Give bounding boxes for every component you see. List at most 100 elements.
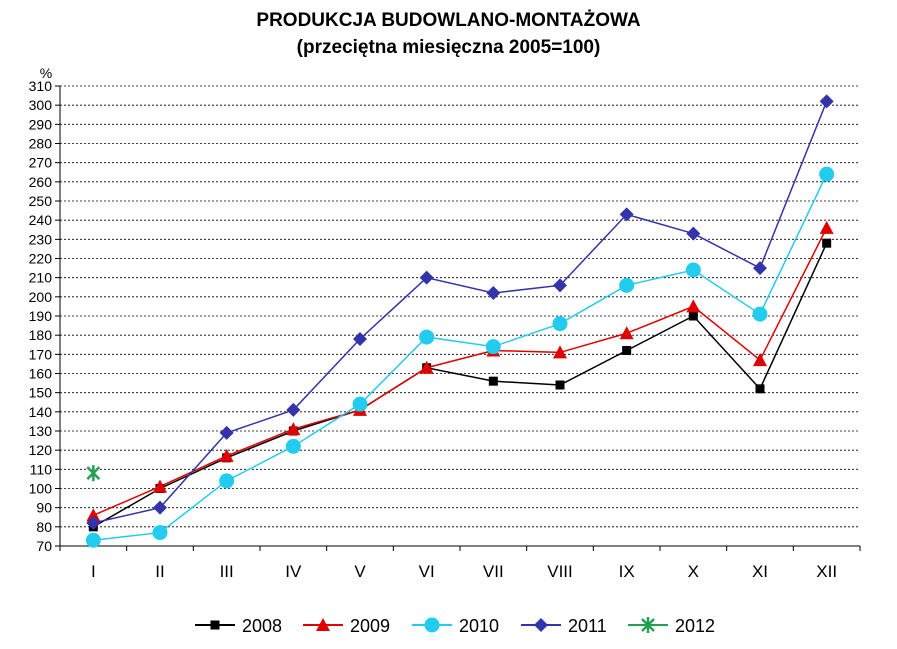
series-2010-point bbox=[819, 166, 835, 182]
legend-item-2010: 2010 bbox=[412, 616, 499, 636]
y-tick-label: 160 bbox=[29, 366, 53, 382]
y-tick-label: 100 bbox=[29, 481, 53, 497]
y-tick-label: 90 bbox=[36, 500, 52, 516]
y-tick-label: 250 bbox=[29, 193, 53, 209]
series-2010-point bbox=[552, 316, 568, 332]
series-2010-point bbox=[685, 262, 701, 278]
series-2011-point bbox=[686, 226, 701, 241]
x-tick-labels: I II III IV V VI VII VIII IX X XI XII bbox=[91, 562, 837, 581]
series-2010-point bbox=[352, 396, 368, 412]
x-tick-label: VII bbox=[483, 562, 504, 581]
series-2011-point bbox=[819, 94, 834, 109]
series-2009-point bbox=[153, 479, 167, 493]
y-tick-label: 150 bbox=[29, 385, 53, 401]
chart-title: PRODUKCJA BUDOWLANO-MONTAŻOWA bbox=[256, 10, 641, 31]
y-tick-label: 290 bbox=[29, 116, 53, 132]
series-2009-line bbox=[93, 227, 828, 517]
y-tick-label: 270 bbox=[29, 155, 53, 171]
x-tick-label: XII bbox=[816, 562, 837, 581]
series-2009-point bbox=[286, 422, 301, 436]
series-2011-point bbox=[419, 270, 434, 285]
series-2008-point bbox=[755, 384, 765, 394]
series-2008-line bbox=[92, 242, 828, 528]
y-tick-label: 140 bbox=[29, 404, 53, 420]
legend-swatch-marker bbox=[210, 620, 220, 630]
x-tick-label: VIII bbox=[547, 562, 573, 581]
y-tick-label: 240 bbox=[29, 212, 53, 228]
y-tick-label: 210 bbox=[29, 270, 53, 286]
series-2010-point bbox=[619, 277, 635, 293]
legend-swatch-marker bbox=[641, 617, 655, 633]
series-2010-point bbox=[285, 438, 301, 454]
grid-lines bbox=[60, 85, 860, 528]
series-2012-point bbox=[86, 465, 101, 482]
series-2011-point bbox=[286, 402, 301, 417]
legend-item-2012: 2012 bbox=[628, 616, 715, 636]
series-2008-point bbox=[488, 376, 498, 386]
series-2009-point bbox=[419, 360, 434, 374]
y-axis-label: % bbox=[40, 65, 52, 81]
series-group bbox=[85, 94, 835, 548]
y-tick-label: 180 bbox=[29, 327, 53, 343]
series-2008-point bbox=[555, 380, 565, 390]
legend-label: 2011 bbox=[568, 616, 607, 636]
series-2011-point bbox=[153, 500, 167, 515]
legend-swatch-marker bbox=[424, 617, 440, 633]
y-tick-label: 80 bbox=[36, 519, 52, 535]
series-2011-line bbox=[93, 101, 828, 524]
series-2008-point bbox=[822, 238, 832, 248]
y-tick-label: 190 bbox=[29, 308, 53, 324]
series-2011-point bbox=[353, 332, 367, 346]
legend-label: 2008 bbox=[242, 616, 282, 636]
chart-subtitle: (przeciętna miesięczna 2005=100) bbox=[296, 37, 601, 58]
series-2009-point bbox=[86, 508, 101, 522]
y-tick-label: 120 bbox=[29, 442, 53, 458]
x-tick-label: VI bbox=[419, 562, 435, 581]
x-tick-label: IX bbox=[619, 562, 635, 581]
series-2008-point bbox=[688, 311, 698, 321]
x-tick-label: X bbox=[688, 562, 699, 581]
series-2009-point bbox=[619, 326, 634, 340]
series-2011-point bbox=[619, 207, 634, 222]
legend-label: 2009 bbox=[350, 616, 390, 636]
y-tick-label: 230 bbox=[29, 231, 53, 247]
series-2009-point bbox=[753, 353, 767, 367]
series-2008-point bbox=[622, 346, 632, 355]
x-tick-label: III bbox=[220, 562, 234, 581]
series-2010-point bbox=[419, 329, 435, 345]
axes bbox=[55, 85, 861, 551]
legend-item-2011: 2011 bbox=[521, 616, 607, 636]
series-2010-point bbox=[219, 473, 235, 489]
legend-swatch-marker bbox=[534, 618, 548, 632]
series-2009-point bbox=[219, 448, 234, 462]
y-tick-label: 70 bbox=[36, 538, 52, 554]
y-tick-label: 280 bbox=[29, 136, 53, 152]
legend-item-2009: 2009 bbox=[303, 616, 390, 636]
legend-item-2008: 2008 bbox=[195, 616, 282, 636]
series-2010-point bbox=[752, 306, 768, 322]
x-tick-label: V bbox=[354, 562, 366, 581]
series-2011-point bbox=[219, 425, 234, 440]
x-tick-label: II bbox=[155, 562, 164, 581]
series-2010-point bbox=[485, 339, 501, 355]
y-tick-label: 300 bbox=[29, 97, 53, 113]
y-tick-label: 200 bbox=[29, 289, 53, 305]
series-2009-point bbox=[686, 299, 701, 313]
series-2009-point bbox=[819, 220, 834, 234]
y-tick-label: 130 bbox=[29, 423, 53, 439]
series-2011-point bbox=[753, 261, 767, 276]
series-2011-point bbox=[553, 278, 567, 293]
series-2010-line bbox=[93, 173, 828, 541]
series-2011-point bbox=[486, 286, 501, 300]
series-2011-point bbox=[86, 516, 101, 530]
x-tick-label: XI bbox=[752, 562, 768, 581]
legend: 2008 2009 2010 2011 2012 bbox=[195, 616, 715, 636]
legend-label: 2012 bbox=[675, 616, 715, 636]
y-tick-labels: 70 80 90 100 110 120 130 140 150 160 170 180 190 200 2… bbox=[29, 78, 53, 554]
y-tick-label: 220 bbox=[29, 251, 53, 267]
y-tick-label: 310 bbox=[29, 78, 53, 94]
series-2009-point bbox=[553, 345, 567, 359]
legend-swatch-marker bbox=[316, 618, 330, 631]
y-tick-label: 170 bbox=[29, 346, 53, 362]
